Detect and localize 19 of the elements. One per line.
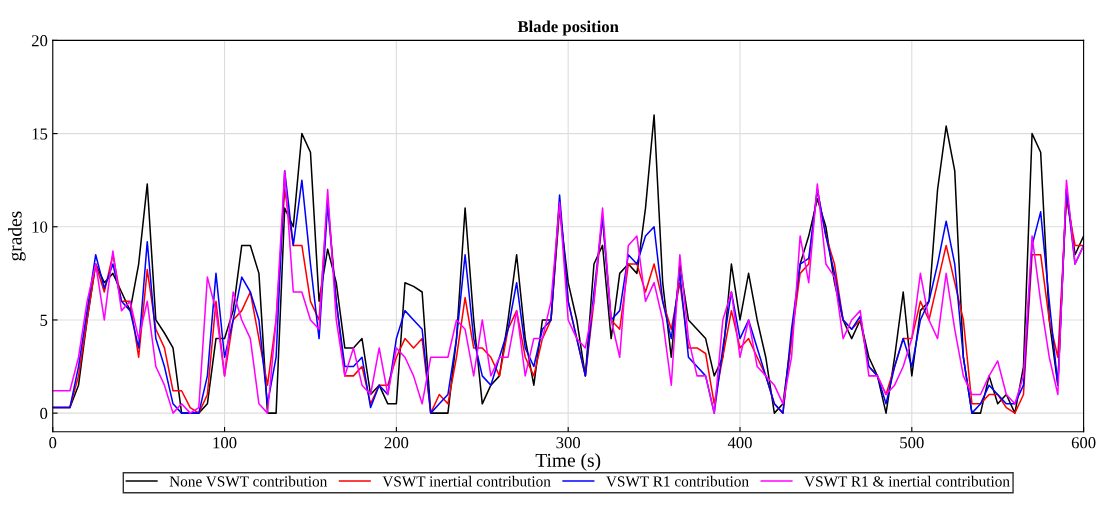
y-tick-label: 10 bbox=[32, 221, 48, 233]
x-tick-label: 200 bbox=[384, 437, 409, 449]
legend-label: VSWT inertial contribution bbox=[382, 475, 551, 487]
y-tick-label: 5 bbox=[40, 314, 48, 326]
y-tick-label: 20 bbox=[31, 35, 48, 47]
legend-label: VSWT R1 contribution bbox=[606, 475, 749, 487]
x-tick-label: 500 bbox=[900, 437, 924, 449]
y-axis-title: grades bbox=[7, 211, 26, 261]
legend-label: None VSWT contribution bbox=[169, 475, 328, 487]
chart-title: Blade position bbox=[517, 20, 619, 36]
legend-label: VSWT R1 & inertial contribution bbox=[804, 475, 1010, 487]
x-tick-label: 600 bbox=[1071, 437, 1096, 449]
y-tick-label: 15 bbox=[32, 128, 48, 140]
x-tick-label: 300 bbox=[556, 437, 581, 449]
y-tick-label: 0 bbox=[40, 407, 48, 420]
x-axis-title: Time (s) bbox=[535, 453, 601, 471]
x-tick-label: 0 bbox=[49, 437, 57, 449]
x-tick-label: 400 bbox=[727, 437, 752, 449]
x-tick-label: 100 bbox=[213, 437, 237, 449]
